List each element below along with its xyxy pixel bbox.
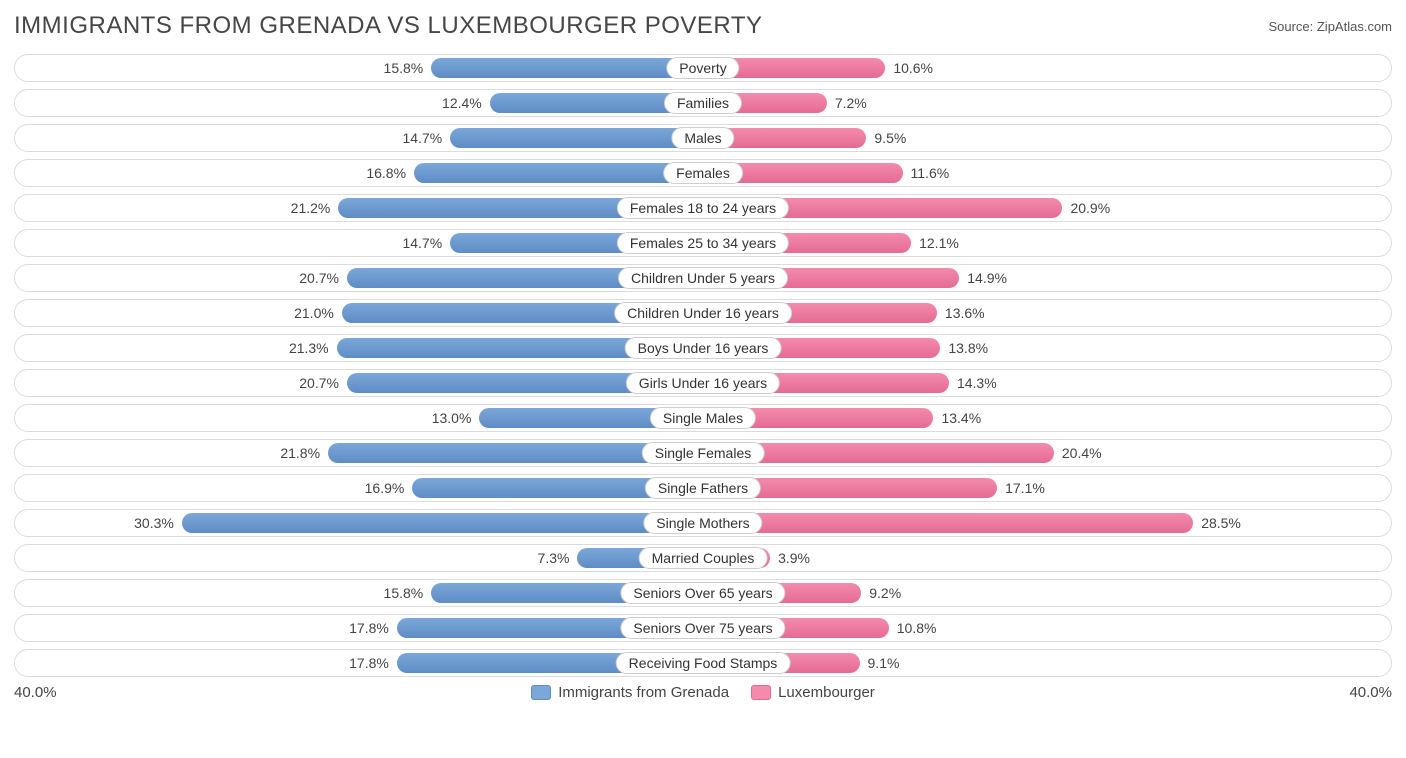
value-left: 21.8% xyxy=(280,440,320,468)
value-left: 14.7% xyxy=(402,230,442,258)
value-right: 9.5% xyxy=(874,125,906,153)
category-label: Girls Under 16 years xyxy=(626,372,780,394)
chart-row: 17.8% 10.8% Seniors Over 75 years xyxy=(14,614,1392,642)
category-label: Single Mothers xyxy=(643,512,762,534)
value-right: 7.2% xyxy=(835,90,867,118)
value-left: 16.9% xyxy=(365,475,405,503)
value-right: 12.1% xyxy=(919,230,959,258)
chart-row: 21.0% 13.6% Children Under 16 years xyxy=(14,299,1392,327)
value-left: 30.3% xyxy=(134,510,174,538)
legend: Immigrants from Grenada Luxembourger xyxy=(531,684,875,701)
axis-right-max: 40.0% xyxy=(1349,684,1392,701)
value-right: 3.9% xyxy=(778,545,810,573)
value-left: 15.8% xyxy=(384,55,424,83)
category-label: Females 25 to 34 years xyxy=(617,232,789,254)
bar-left xyxy=(182,513,703,533)
legend-label-right: Luxembourger xyxy=(778,684,875,701)
chart-row: 30.3% 28.5% Single Mothers xyxy=(14,509,1392,537)
chart-row: 20.7% 14.9% Children Under 5 years xyxy=(14,264,1392,292)
chart-area: 15.8% 10.6% Poverty 12.4% 7.2% Families 14.7% 9… xyxy=(14,54,1392,677)
category-label: Poverty xyxy=(666,57,739,79)
value-right: 20.4% xyxy=(1062,440,1102,468)
bar-left xyxy=(414,163,703,183)
value-right: 13.6% xyxy=(945,300,985,328)
chart-row: 16.8% 11.6% Females xyxy=(14,159,1392,187)
chart-row: 17.8% 9.1% Receiving Food Stamps xyxy=(14,649,1392,677)
value-right: 14.3% xyxy=(957,370,997,398)
chart-row: 13.0% 13.4% Single Males xyxy=(14,404,1392,432)
bar-left xyxy=(431,58,703,78)
legend-label-left: Immigrants from Grenada xyxy=(558,684,729,701)
value-right: 10.6% xyxy=(893,55,933,83)
chart-row: 14.7% 12.1% Females 25 to 34 years xyxy=(14,229,1392,257)
chart-source: Source: ZipAtlas.com xyxy=(1268,19,1392,34)
chart-row: 12.4% 7.2% Families xyxy=(14,89,1392,117)
bar-left xyxy=(450,128,703,148)
chart-header: IMMIGRANTS FROM GRENADA VS LUXEMBOURGER … xyxy=(14,12,1392,40)
value-left: 21.2% xyxy=(291,195,331,223)
category-label: Males xyxy=(671,127,734,149)
category-label: Children Under 5 years xyxy=(618,267,788,289)
value-right: 11.6% xyxy=(911,160,950,188)
chart-row: 14.7% 9.5% Males xyxy=(14,124,1392,152)
chart-row: 21.8% 20.4% Single Females xyxy=(14,439,1392,467)
value-right: 17.1% xyxy=(1005,475,1045,503)
category-label: Children Under 16 years xyxy=(614,302,792,324)
category-label: Married Couples xyxy=(639,547,768,569)
chart-row: 20.7% 14.3% Girls Under 16 years xyxy=(14,369,1392,397)
category-label: Females xyxy=(663,162,743,184)
value-left: 16.8% xyxy=(366,160,406,188)
value-left: 20.7% xyxy=(299,370,339,398)
category-label: Single Females xyxy=(642,442,765,464)
value-right: 9.2% xyxy=(869,580,901,608)
category-label: Boys Under 16 years xyxy=(625,337,782,359)
value-left: 17.8% xyxy=(349,615,389,643)
value-left: 7.3% xyxy=(538,545,570,573)
value-left: 12.4% xyxy=(442,90,482,118)
category-label: Seniors Over 65 years xyxy=(620,582,785,604)
value-left: 21.0% xyxy=(294,300,334,328)
value-right: 13.8% xyxy=(948,335,988,363)
value-left: 17.8% xyxy=(349,650,389,678)
legend-swatch-left xyxy=(531,685,551,700)
chart-row: 15.8% 9.2% Seniors Over 65 years xyxy=(14,579,1392,607)
category-label: Single Fathers xyxy=(645,477,761,499)
value-right: 9.1% xyxy=(868,650,900,678)
axis-left-max: 40.0% xyxy=(14,684,57,701)
value-right: 10.8% xyxy=(897,615,937,643)
value-left: 20.7% xyxy=(299,265,339,293)
value-right: 28.5% xyxy=(1201,510,1241,538)
value-left: 14.7% xyxy=(402,125,442,153)
chart-row: 15.8% 10.6% Poverty xyxy=(14,54,1392,82)
category-label: Receiving Food Stamps xyxy=(616,652,791,674)
legend-item-left: Immigrants from Grenada xyxy=(531,684,729,701)
chart-row: 21.2% 20.9% Females 18 to 24 years xyxy=(14,194,1392,222)
value-right: 14.9% xyxy=(967,265,1007,293)
chart-footer: 40.0% Immigrants from Grenada Luxembourg… xyxy=(14,684,1392,701)
category-label: Single Males xyxy=(650,407,756,429)
legend-item-right: Luxembourger xyxy=(751,684,875,701)
chart-row: 16.9% 17.1% Single Fathers xyxy=(14,474,1392,502)
chart-title: IMMIGRANTS FROM GRENADA VS LUXEMBOURGER … xyxy=(14,12,763,40)
value-left: 13.0% xyxy=(432,405,472,433)
legend-swatch-right xyxy=(751,685,771,700)
category-label: Seniors Over 75 years xyxy=(620,617,785,639)
value-left: 21.3% xyxy=(289,335,329,363)
bar-right xyxy=(703,513,1193,533)
value-right: 13.4% xyxy=(941,405,981,433)
chart-row: 21.3% 13.8% Boys Under 16 years xyxy=(14,334,1392,362)
category-label: Families xyxy=(664,92,742,114)
value-right: 20.9% xyxy=(1070,195,1110,223)
value-left: 15.8% xyxy=(384,580,424,608)
category-label: Females 18 to 24 years xyxy=(617,197,789,219)
chart-row: 7.3% 3.9% Married Couples xyxy=(14,544,1392,572)
